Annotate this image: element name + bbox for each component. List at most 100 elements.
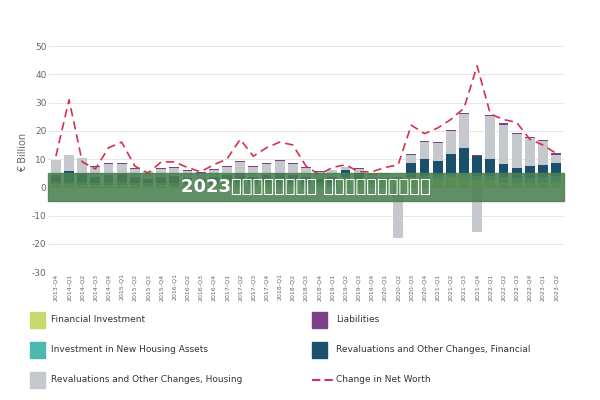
Bar [367, 174, 377, 175]
Bar [367, 180, 377, 183]
Bar [143, 172, 153, 178]
Bar [77, 158, 87, 174]
Bar [262, 164, 271, 175]
Bar [196, 173, 206, 178]
Bar [446, 130, 456, 131]
Y-axis label: € Billion: € Billion [17, 132, 28, 172]
Bar [51, 184, 61, 187]
Bar [77, 185, 87, 187]
Bar [169, 183, 179, 186]
Bar [91, 183, 100, 185]
Bar [51, 174, 61, 182]
Bar [314, 179, 324, 183]
Bar [91, 166, 100, 167]
Bar [275, 185, 284, 187]
Bar [485, 115, 495, 116]
Bar [406, 180, 416, 187]
Bar [525, 183, 535, 187]
Bar [512, 133, 521, 134]
Bar [446, 174, 456, 178]
Bar [485, 176, 495, 180]
Bar [485, 159, 495, 176]
Bar [248, 166, 258, 167]
Bar [275, 182, 284, 185]
Bar [104, 163, 113, 164]
Bar [48, 173, 564, 202]
Bar [459, 174, 469, 178]
Bar [196, 172, 206, 173]
Bar [156, 169, 166, 177]
Bar [301, 168, 311, 178]
Bar [209, 169, 219, 170]
Bar [169, 176, 179, 183]
Bar [472, 176, 482, 180]
Bar [77, 182, 87, 185]
Bar [380, 182, 390, 187]
Bar [156, 183, 166, 185]
Bar [182, 171, 193, 178]
Bar [551, 176, 561, 182]
Bar [222, 185, 232, 187]
Bar [235, 185, 245, 187]
Bar [472, 180, 482, 187]
Bar [380, 174, 390, 178]
Text: Revaluations and Other Changes, Financial: Revaluations and Other Changes, Financia… [336, 346, 530, 354]
Bar [222, 182, 232, 185]
Bar [551, 182, 561, 187]
Bar [459, 113, 469, 114]
Bar [551, 163, 561, 176]
Bar [512, 134, 521, 168]
Bar [433, 179, 443, 187]
Bar [538, 141, 548, 165]
Bar [301, 167, 311, 168]
Bar [314, 183, 324, 186]
Bar [341, 180, 350, 187]
Bar [419, 159, 430, 176]
Bar [104, 164, 113, 176]
Bar [525, 137, 535, 138]
Bar [130, 169, 140, 178]
Bar [209, 177, 219, 183]
Bar [156, 168, 166, 169]
Bar [446, 178, 456, 187]
Bar [130, 183, 140, 185]
Bar [406, 178, 416, 180]
Bar [104, 185, 113, 187]
Bar [472, 187, 482, 232]
Bar [288, 186, 298, 187]
Bar [301, 178, 311, 183]
Bar [525, 138, 535, 166]
Bar [64, 184, 74, 187]
Bar [341, 167, 350, 170]
Bar [419, 142, 430, 159]
Bar [156, 177, 166, 183]
Bar [196, 186, 206, 187]
Bar [499, 182, 508, 187]
Bar [367, 183, 377, 187]
Bar [538, 183, 548, 187]
Bar [354, 173, 364, 179]
Bar [314, 171, 324, 172]
Bar [91, 177, 100, 183]
Bar [380, 179, 390, 182]
Bar [354, 179, 364, 182]
Bar [262, 182, 271, 185]
Bar [525, 178, 535, 183]
Bar [196, 183, 206, 186]
Bar [433, 161, 443, 176]
Bar [130, 185, 140, 187]
Bar [182, 178, 193, 183]
Bar [262, 185, 271, 187]
Bar [143, 178, 153, 183]
Bar [222, 176, 232, 182]
Bar [117, 185, 127, 187]
Bar [341, 177, 350, 180]
Bar [248, 185, 258, 187]
Bar [248, 177, 258, 182]
Bar [446, 154, 456, 174]
Bar [117, 163, 127, 164]
Bar [499, 164, 508, 177]
Bar [499, 125, 508, 164]
Bar [393, 187, 403, 238]
Bar [393, 180, 403, 187]
